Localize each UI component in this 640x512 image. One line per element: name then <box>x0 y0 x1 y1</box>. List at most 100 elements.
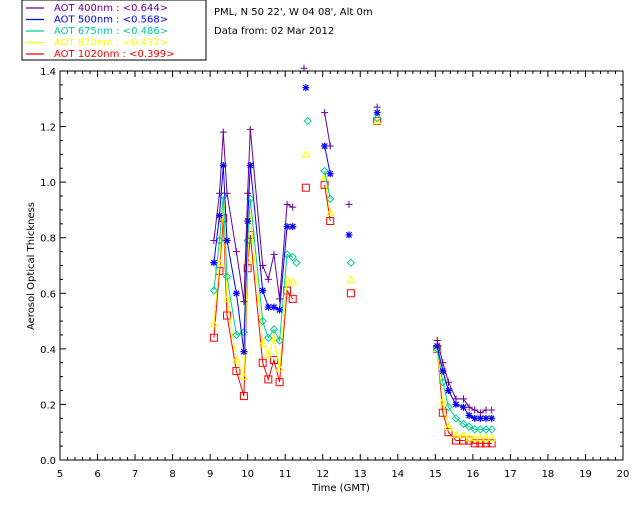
data-point <box>326 217 335 226</box>
data-point <box>321 142 329 150</box>
x-tick-label: 18 <box>542 469 555 480</box>
data-point <box>346 274 356 283</box>
data-point <box>482 414 490 422</box>
data-point <box>433 342 441 350</box>
data-point <box>438 377 448 387</box>
x-tick-label: 5 <box>57 469 63 480</box>
data-point <box>444 428 453 437</box>
data-point <box>476 409 484 417</box>
data-point <box>244 217 252 225</box>
data-point <box>459 395 467 403</box>
data-point <box>258 338 268 347</box>
x-tick-label: 11 <box>279 469 292 480</box>
data-point <box>275 378 284 387</box>
data-point <box>240 298 248 306</box>
plot-frame <box>59 70 624 461</box>
series-aot-870nm <box>209 116 496 442</box>
data-point <box>259 262 267 269</box>
data-point <box>223 189 231 197</box>
data-point <box>452 395 460 403</box>
series-line <box>213 129 293 302</box>
series-line <box>324 176 331 213</box>
x-tick-label: 12 <box>316 469 329 480</box>
data-point <box>438 397 448 405</box>
data-point <box>283 223 291 231</box>
data-point <box>263 349 273 358</box>
series-line <box>324 145 331 174</box>
data-point <box>216 189 224 197</box>
series-aot-400nm <box>210 64 496 417</box>
data-point <box>270 250 278 258</box>
data-point <box>487 439 496 448</box>
data-point <box>300 64 308 72</box>
data-point <box>232 289 240 297</box>
data-point <box>239 372 249 380</box>
data-point <box>444 378 452 386</box>
data-point <box>209 333 218 342</box>
legend-entry: AOT 400nm : <0.644> <box>54 3 168 14</box>
x-tick-label: 13 <box>354 469 367 480</box>
data-point <box>259 287 267 295</box>
y-tick-label: 0.4 <box>40 345 56 356</box>
data-point <box>326 142 334 150</box>
data-point <box>269 333 279 342</box>
data-point <box>219 161 227 169</box>
data-point <box>222 272 232 281</box>
legend-entry: AOT 500nm : <0.568> <box>54 15 168 26</box>
data-point <box>345 231 353 239</box>
data-point <box>481 425 491 434</box>
data-point <box>372 114 382 123</box>
data-point <box>223 236 231 244</box>
series-line <box>436 348 492 430</box>
y-tick-label: 1.2 <box>40 123 56 134</box>
data-point <box>476 414 484 422</box>
data-point <box>346 289 355 298</box>
data-point <box>264 275 272 283</box>
data-point <box>452 400 460 408</box>
data-point <box>301 149 311 158</box>
x-tick-label: 10 <box>241 469 254 480</box>
series-line <box>324 170 331 199</box>
y-tick-label: 0.8 <box>40 234 56 245</box>
data-point <box>219 128 227 136</box>
data-point <box>444 402 453 412</box>
data-point <box>269 325 279 334</box>
data-point <box>459 430 468 439</box>
data-point <box>270 303 278 311</box>
data-point <box>481 433 491 442</box>
data-point <box>276 295 284 303</box>
data-point <box>215 236 224 245</box>
data-point <box>439 359 447 367</box>
data-point <box>326 194 335 204</box>
data-point <box>476 433 485 442</box>
data-point <box>444 387 452 395</box>
data-point <box>246 161 254 169</box>
data-point <box>325 208 335 217</box>
legend-box <box>21 0 207 61</box>
data-point <box>275 336 284 345</box>
axis-ticks: 5 6 7 8 9 10 11 12 13 14 15 16 17 18 19 20 0.0 0.2 0.4 0.6 0… <box>40 67 629 480</box>
data-point <box>470 425 479 434</box>
data-point <box>302 84 310 92</box>
legend: AOT 400nm : <0.644>AOT 500nm : <0.568>AO… <box>26 3 174 60</box>
y-axis-label: Aerosol Optical Thickness <box>26 202 37 330</box>
data-point <box>465 403 473 411</box>
x-axis-label: Time (GMT) <box>311 483 370 494</box>
y-tick-label: 0.2 <box>40 400 56 411</box>
data-point <box>326 170 334 178</box>
data-point <box>264 303 272 311</box>
data-point <box>476 439 485 448</box>
data-point <box>264 375 273 384</box>
data-point <box>275 363 284 372</box>
data-point <box>209 286 219 295</box>
data-point <box>487 433 496 442</box>
data-point <box>373 109 381 117</box>
series-aot-500nm <box>210 84 496 422</box>
series-line <box>324 112 331 147</box>
x-tick-label: 15 <box>429 469 442 480</box>
data-point <box>283 200 291 208</box>
data-point <box>243 236 252 245</box>
data-point <box>244 189 252 197</box>
data-point <box>289 223 297 231</box>
